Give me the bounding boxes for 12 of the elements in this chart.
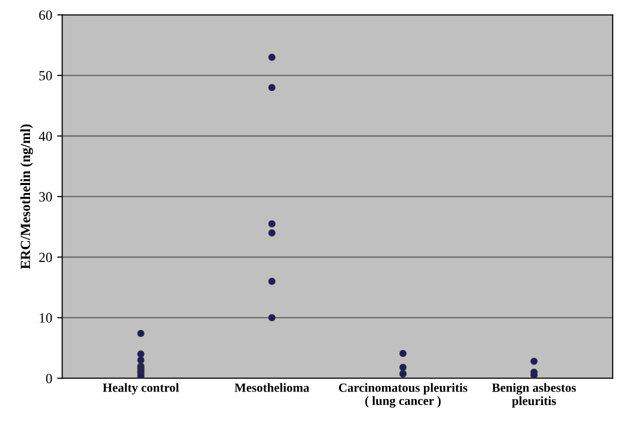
- y-tick-label: 30: [39, 192, 52, 202]
- x-tick-label: Carcinomatous pleuritis ( lung cancer ): [338, 383, 468, 408]
- x-tick-label: Benign asbestos pleuritis: [492, 383, 576, 408]
- x-tick-label: Healty control: [102, 383, 179, 394]
- y-axis-title: ERC/Mesothelin (ng/ml): [20, 124, 34, 270]
- y-tick-label: 20: [39, 252, 52, 262]
- y-tick-label: 50: [39, 71, 52, 80]
- y-tick-label: 10: [40, 313, 52, 323]
- y-tick-label: 0: [46, 374, 52, 384]
- x-tick-label: Mesothelioma: [234, 383, 310, 392]
- y-tick-label: 60: [39, 10, 52, 20]
- y-tick-label: 40: [38, 132, 52, 141]
